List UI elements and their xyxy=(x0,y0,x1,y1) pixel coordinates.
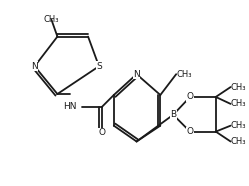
Text: CH₃: CH₃ xyxy=(231,137,246,146)
Text: S: S xyxy=(96,62,102,71)
Text: B: B xyxy=(170,110,176,119)
Text: CH₃: CH₃ xyxy=(231,99,246,108)
Text: CH₃: CH₃ xyxy=(176,70,192,79)
Text: CH₃: CH₃ xyxy=(44,15,59,24)
Text: CH₃: CH₃ xyxy=(231,83,246,92)
Text: CH₃: CH₃ xyxy=(231,121,246,130)
Text: N: N xyxy=(31,62,38,71)
Text: O: O xyxy=(187,92,193,101)
Text: N: N xyxy=(133,70,140,79)
Text: HN: HN xyxy=(63,102,77,111)
Text: O: O xyxy=(187,127,193,136)
Text: O: O xyxy=(98,128,105,137)
